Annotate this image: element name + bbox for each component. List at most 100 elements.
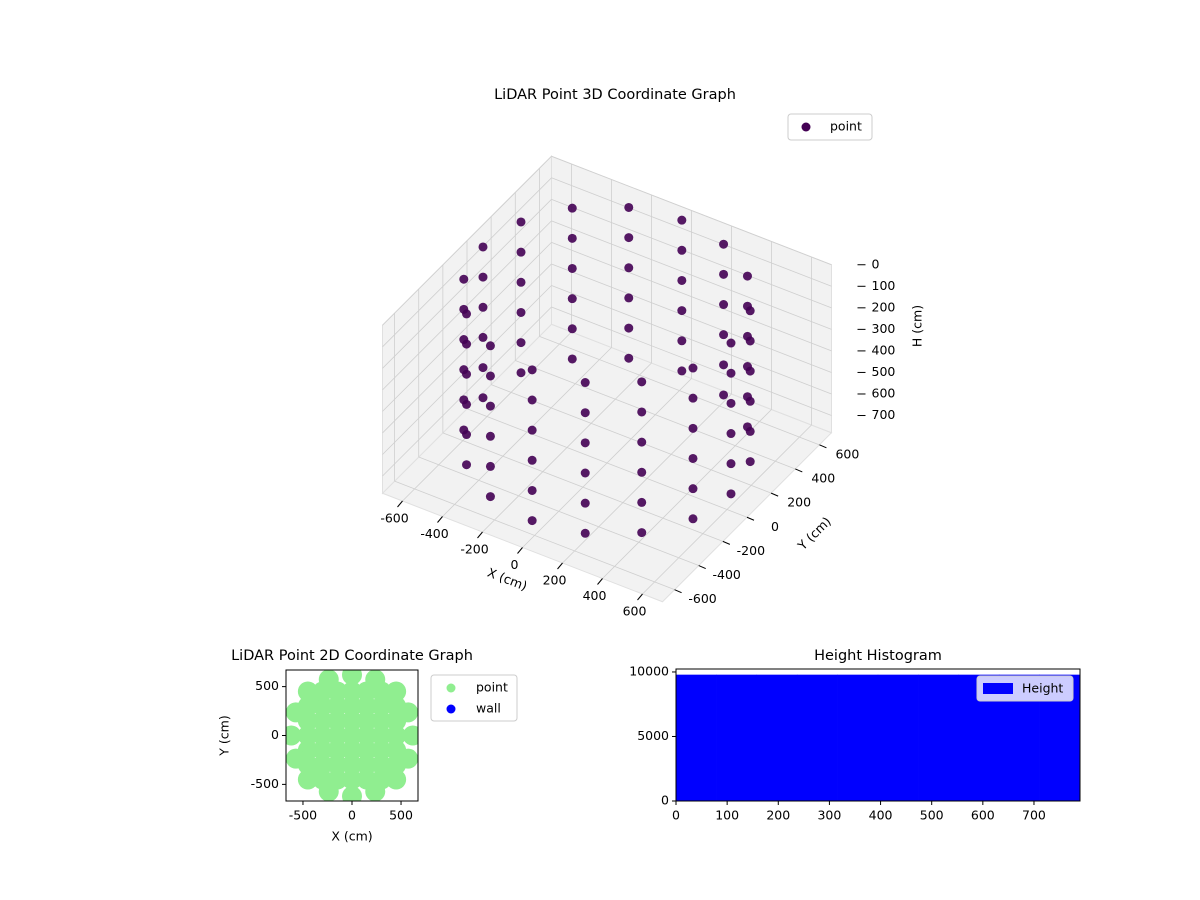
point bbox=[342, 725, 362, 746]
point bbox=[677, 245, 687, 255]
x-axis-label: X (cm) bbox=[331, 829, 372, 844]
grid-line bbox=[442, 432, 724, 542]
y-tick bbox=[674, 589, 682, 594]
point bbox=[567, 324, 577, 334]
point bbox=[342, 681, 362, 702]
y-axis-label: Y (cm) bbox=[217, 715, 232, 756]
point bbox=[459, 304, 469, 314]
bar bbox=[716, 674, 758, 802]
point bbox=[459, 395, 469, 405]
point bbox=[527, 516, 537, 526]
point bbox=[742, 331, 752, 341]
grid-line bbox=[551, 177, 832, 287]
grid-line bbox=[382, 242, 552, 412]
point bbox=[478, 302, 488, 312]
x-tick-label: -600 bbox=[380, 511, 408, 526]
point bbox=[478, 272, 488, 282]
point bbox=[719, 330, 729, 340]
point bbox=[726, 338, 736, 348]
y-tick-label: 0 bbox=[271, 727, 279, 742]
point bbox=[624, 233, 634, 243]
point bbox=[327, 696, 348, 717]
point bbox=[342, 710, 362, 731]
point bbox=[677, 336, 687, 346]
z-tick-label: 200 bbox=[872, 299, 896, 314]
point bbox=[459, 365, 469, 375]
point bbox=[637, 528, 647, 538]
point bbox=[384, 682, 405, 703]
bar bbox=[796, 674, 838, 802]
point bbox=[677, 306, 687, 316]
legend-frame bbox=[976, 675, 1074, 702]
point bbox=[297, 725, 318, 746]
point bbox=[327, 710, 348, 731]
z-tick-label: 600 bbox=[872, 385, 896, 400]
y-tick-label: 5000 bbox=[637, 728, 669, 743]
y-tick-label: 400 bbox=[811, 470, 835, 485]
y-tick-label: 0 bbox=[771, 519, 779, 534]
point bbox=[462, 460, 472, 470]
grid-line bbox=[490, 384, 772, 494]
point bbox=[677, 215, 687, 225]
point bbox=[726, 489, 736, 499]
point bbox=[312, 696, 333, 717]
point bbox=[356, 696, 377, 717]
point bbox=[342, 769, 362, 790]
x-tick bbox=[397, 500, 403, 508]
point bbox=[318, 781, 339, 801]
legend-label: Height bbox=[1022, 681, 1063, 696]
point bbox=[371, 754, 392, 775]
point bbox=[312, 710, 333, 731]
y-tick-label: -400 bbox=[713, 567, 741, 582]
point bbox=[516, 247, 526, 257]
point bbox=[742, 271, 752, 281]
x-tick-label: -400 bbox=[420, 526, 448, 541]
y-tick-label: 0 bbox=[661, 793, 669, 808]
point bbox=[637, 467, 647, 477]
z-tick-label: 400 bbox=[872, 342, 896, 357]
point bbox=[580, 498, 590, 508]
point bbox=[398, 748, 418, 769]
point bbox=[742, 392, 752, 402]
point bbox=[356, 725, 377, 746]
x-tick-label: 200 bbox=[543, 573, 567, 588]
point bbox=[342, 740, 362, 761]
point bbox=[580, 438, 590, 448]
point bbox=[580, 378, 590, 388]
bar bbox=[756, 674, 798, 802]
point bbox=[312, 740, 333, 761]
y-tick bbox=[770, 492, 779, 497]
point bbox=[516, 217, 526, 227]
y-tick-label: -600 bbox=[688, 591, 716, 606]
point bbox=[719, 360, 729, 370]
x-tick-label: 100 bbox=[715, 808, 739, 823]
point bbox=[637, 377, 647, 387]
x-tick-label: 300 bbox=[817, 808, 841, 823]
point bbox=[624, 202, 634, 212]
point bbox=[527, 365, 537, 375]
grid-line bbox=[551, 220, 832, 330]
axes-frame bbox=[285, 669, 419, 802]
y-tick-label: 600 bbox=[835, 446, 859, 461]
x-tick-label: 0 bbox=[511, 557, 519, 572]
grid-line bbox=[551, 242, 832, 352]
x-tick-label: 700 bbox=[1022, 808, 1046, 823]
y-tick-label: 200 bbox=[787, 495, 811, 510]
point bbox=[342, 786, 362, 801]
point bbox=[742, 362, 752, 372]
chart-title: Height Histogram bbox=[814, 648, 942, 664]
y-tick bbox=[795, 468, 803, 473]
y-tick bbox=[722, 540, 731, 545]
point bbox=[485, 401, 495, 411]
point bbox=[719, 269, 729, 279]
point bbox=[567, 233, 577, 243]
point bbox=[580, 468, 590, 478]
point bbox=[527, 455, 537, 465]
point bbox=[478, 242, 488, 252]
y-tick bbox=[819, 444, 827, 449]
point bbox=[637, 437, 647, 447]
y-tick bbox=[698, 565, 706, 569]
x-tick-label: 500 bbox=[389, 808, 413, 823]
y-tick-label: -500 bbox=[251, 776, 279, 791]
axes-frame bbox=[675, 668, 1081, 802]
